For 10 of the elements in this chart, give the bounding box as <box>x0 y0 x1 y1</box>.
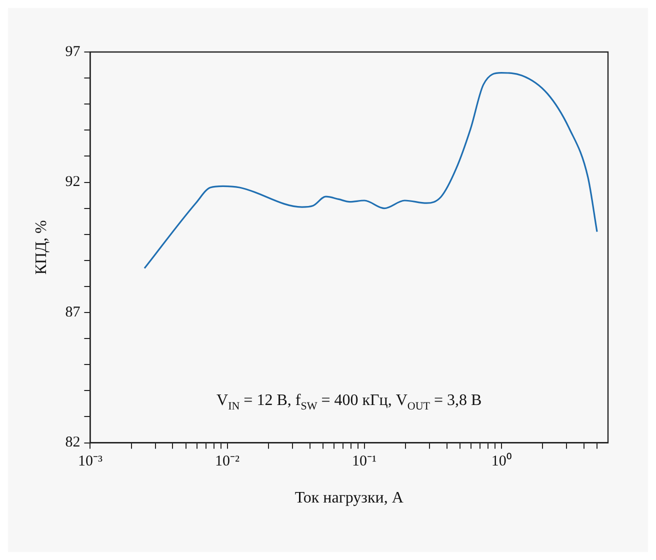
x-tick-label: 10⁰ <box>491 452 512 470</box>
y-tick-label: 87 <box>65 304 81 320</box>
x-tick-label: 10⁻² <box>215 454 240 470</box>
y-tick-label: 82 <box>65 434 80 451</box>
y-tick-label: 97 <box>65 44 81 60</box>
y-axis-title: КПД, % <box>32 220 50 275</box>
x-axis-title: Ток нагрузки, А <box>294 490 404 507</box>
x-tick-label: 10⁻¹ <box>352 454 377 470</box>
x-tick-label: 10⁻³ <box>78 454 103 470</box>
y-tick-label: 92 <box>65 174 80 190</box>
